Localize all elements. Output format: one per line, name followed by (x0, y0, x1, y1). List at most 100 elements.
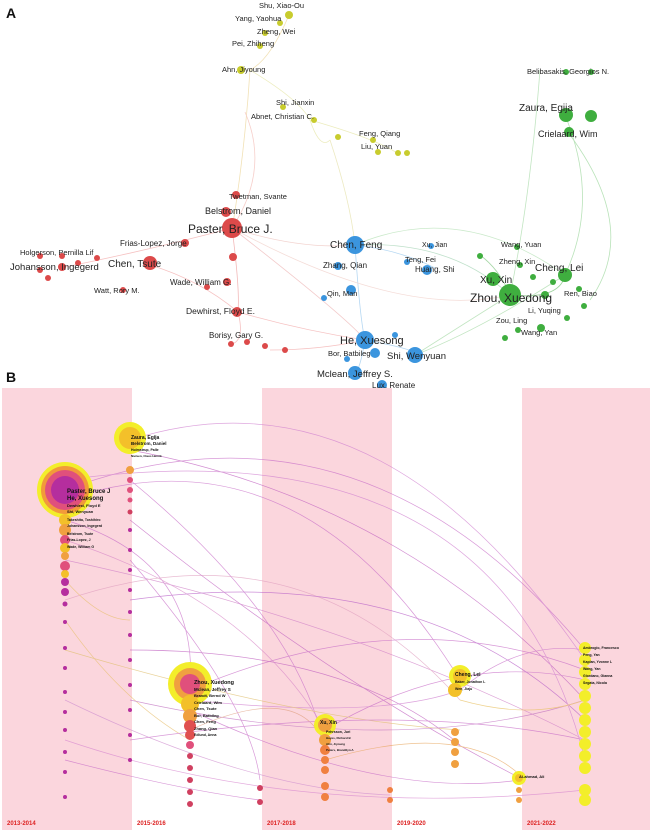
node-label: Wang, Yuan (501, 240, 541, 249)
node-label: Wang, Yan (521, 328, 557, 337)
node-label: Yang, Yaohua (235, 14, 282, 23)
period-label: 2021-2022 (527, 821, 556, 827)
node-label: Abnet, Christian C. (251, 112, 314, 121)
node-label: Hayes, Richard B (326, 736, 352, 740)
panel-a-red-labels: Twetman, Svante Belstrom, Daniel Paster,… (10, 192, 287, 340)
node-label: Ahn, Jiyoung (326, 742, 345, 746)
node-label: Pehrsson, Juri (326, 730, 350, 734)
node-label: Qin, Man (327, 289, 357, 298)
panel-b-labels-2013: Paster, Bruce J He, Xuesong Dewhirst, Fl… (67, 489, 110, 549)
node-label: Baker, Jonathon L (455, 680, 486, 684)
node-label: Belstrom, Tsute (67, 532, 93, 536)
node-label: Dewhirst, Floyd E (67, 503, 101, 508)
node-label: Nielsen, Claus Henrik (131, 454, 162, 458)
node-label: Chen, Tsute (194, 706, 217, 711)
node-label: Shu, Xiao-Ou (259, 1, 304, 10)
node-label: Teng, Fei (405, 255, 436, 264)
node-label: Ren, Biao (564, 289, 597, 298)
panel-a-blue-nodes (321, 236, 434, 400)
panel-a-edges (59, 14, 612, 374)
node-label: Chen, Feng (194, 719, 216, 724)
node-label: Cheng, Lei (535, 263, 583, 274)
panel-a-green-labels: Belibasakis, Georgios N. Zaura, Egija Cr… (470, 67, 609, 337)
node-label: Paster, Bruce J (67, 489, 110, 495)
panel-b-nodes-2016 (168, 662, 263, 807)
node-label: Li, Yuqing (528, 306, 561, 315)
node-label: Holgerson, Pernilla Lif (20, 248, 94, 257)
node-label: Wade, William G (67, 545, 94, 549)
node-label: Frias-Lopez, Jorge (120, 239, 187, 248)
node-label: Crielaard, Wim (194, 700, 222, 705)
node-label: Shi, Wenyuan (387, 351, 446, 362)
period-label: 2015-2016 (137, 821, 166, 827)
node-label: Zaura, Egija (519, 103, 573, 114)
node-label: Johansson, Ingegerd (10, 262, 99, 273)
node-label: Zhou, Xuedong (194, 680, 234, 686)
panel-b-labels-2019: Cheng, Lei Baker, Jonathon L Wen, Jiaju … (455, 672, 544, 779)
panel-a-green-nodes (477, 69, 597, 341)
node-label: Wade, William G. (170, 278, 232, 287)
node-label: Shi, Wenyuan (67, 509, 94, 514)
node-label: Chen, Tsute (108, 259, 162, 270)
node-label: He, Xuesong (340, 335, 404, 347)
node-label: Crielaard, Wim (538, 129, 598, 139)
panel-a-red-nodes (37, 191, 288, 353)
node-label: Watt, Rory M. (94, 286, 140, 295)
node-label: Belstrom, Daniel (131, 441, 167, 446)
node-label: Zheng, Xin (499, 257, 535, 266)
panel-b-nodes-2015 (114, 422, 146, 762)
node-label: Shi, Jianxin (276, 98, 314, 107)
node-label: Bor, Batbileg (194, 713, 219, 718)
node-label: Zaura, Egija (131, 435, 160, 441)
node-label: Brandt, Bernd W (194, 693, 226, 698)
node-label: Cheng, Lei (455, 672, 481, 678)
node-label: He, Xuesong (67, 496, 104, 502)
node-label: Giordano, Gianna (583, 674, 612, 678)
panel-a-yellow-labels: Shu, Xiao-Ou Yang, Yaohua Zheng, Wei Pei… (222, 1, 400, 151)
panel-a-label: A (6, 5, 16, 21)
node-label: Pei, Zhiheng (232, 39, 274, 48)
node-label: Dewhirst, Floyd E. (186, 306, 255, 316)
node-label: Al-ahmad, Ali (519, 774, 544, 779)
period-labels: 2013-2014 2015-2016 2017-2018 2019-2020 … (7, 821, 556, 827)
node-label: Peters, Brandilyn A (326, 748, 354, 752)
node-label: Xu, Xin (480, 275, 512, 286)
node-label: Belibasakis, Georgios N. (527, 67, 609, 76)
node-label: Paster, Bruce J. (188, 222, 273, 236)
panel-b-nodes-2017 (314, 714, 393, 803)
node-label: Mclean, Jeffrey S. (317, 369, 393, 380)
node-label: Zheng, Wei (257, 27, 296, 36)
node-label: Bor, Batbileg (328, 349, 371, 358)
node-label: Zou, Ling (496, 316, 527, 325)
node-label: Xu, Jian (422, 242, 447, 249)
node-label: Zhou, Xuedong (470, 291, 552, 305)
panel-b-labels-2015: Zaura, Egija Belstrom, Daniel Holmstrup,… (131, 435, 167, 458)
panel-b-labels-2021: Ambrogio, Francesco Peng, Yan Kaplan, Yv… (583, 646, 619, 685)
node-label: Liu, Yuan (361, 142, 392, 151)
node-label: Holmstrup, Palle (131, 448, 159, 452)
panel-b-labels-2017: Xu, Xin Pehrsson, Juri Hayes, Richard B … (320, 720, 354, 752)
node-label: Belstrom, Daniel (205, 206, 271, 216)
node-label: Peng, Yan (583, 653, 600, 657)
panel-b-nodes-2019 (448, 665, 526, 803)
node-label: Ambrogio, Francesco (583, 646, 619, 650)
node-label: Huang, Shi (415, 265, 455, 274)
node-label: Segata, Nicola (583, 681, 607, 685)
node-label: Kaplan, Yvonne L (583, 660, 613, 664)
node-label: Mclean, Jeffrey S (194, 687, 231, 692)
node-label: Johansson, Ingegerd (67, 524, 102, 528)
panel-b-labels-2016: Zhou, Xuedong Mclean, Jeffrey S Brandt, … (194, 680, 234, 737)
panel-b-label: B (6, 369, 16, 385)
panel-a-blue-labels: Chen, Feng Zhang, Qian Qin, Man He, Xues… (317, 240, 455, 390)
node-label: Feng, Qiang (359, 129, 400, 138)
panel-b-nodes-2013 (37, 462, 93, 799)
node-label: Wen, Jiaju (455, 687, 472, 691)
node-label: Zhang, Qian (194, 726, 218, 731)
node-label: Frias-Lopez, J (67, 538, 91, 542)
node-label: Lux, Renate (372, 381, 416, 390)
node-label: Twetman, Svante (229, 192, 287, 201)
panel-b-nodes-2021 (579, 642, 591, 806)
node-label: Zhang, Qian (323, 261, 367, 270)
period-label: 2017-2018 (267, 821, 296, 827)
